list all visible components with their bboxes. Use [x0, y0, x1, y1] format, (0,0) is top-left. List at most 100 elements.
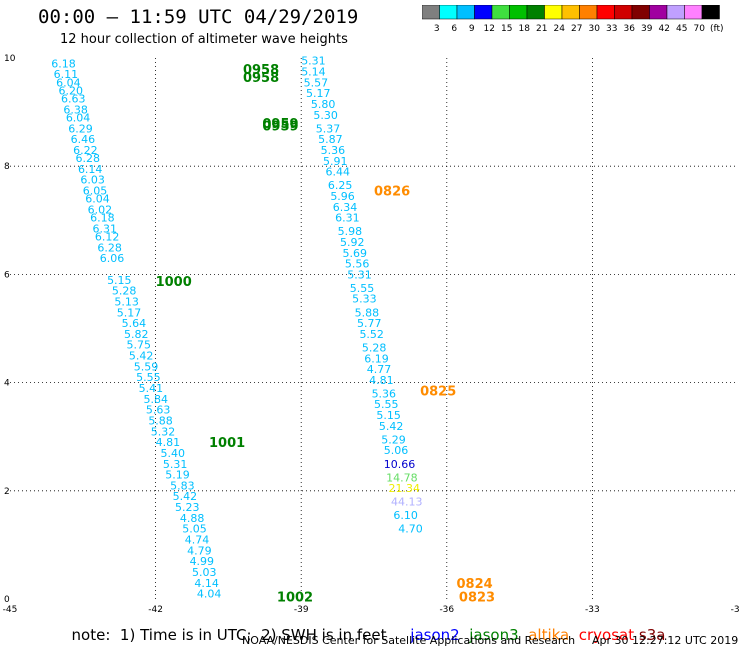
swh-value: 6.18 — [51, 57, 76, 70]
swh-value: 5.13 — [114, 295, 139, 308]
x-tick-label: -42 — [148, 605, 163, 615]
swh-value: 5.40 — [160, 447, 185, 460]
swh-value: 6.06 — [100, 252, 125, 265]
colorbar-label: 70 — [694, 24, 706, 34]
satellite-legend-jason3: jason3 — [459, 626, 519, 644]
swh-value: 6.12 — [95, 231, 120, 244]
swh-value: 5.55 — [374, 398, 399, 411]
swh-value: 5.42 — [129, 350, 154, 363]
colorbar-label: 12 — [484, 24, 495, 34]
colorbar-label: 15 — [501, 24, 512, 34]
colorbar-label: 6 — [451, 24, 457, 34]
swh-value: 4.70 — [398, 523, 423, 536]
swh-value: 5.15 — [107, 274, 132, 287]
y-tick-label: 4 — [4, 379, 10, 389]
swh-value: 6.05 — [83, 185, 108, 198]
swh-value: 44.13 — [391, 496, 423, 509]
colorbar-label: (ft) — [710, 24, 724, 34]
swh-value: 5.17 — [306, 87, 331, 100]
swh-value: 5.69 — [342, 247, 367, 260]
swh-value: 5.33 — [352, 293, 377, 306]
satellite-legend-altika: altika — [518, 626, 570, 644]
swh-value: 5.57 — [304, 76, 329, 89]
pass-time-label: 0959 — [262, 120, 298, 135]
swh-value: 6.22 — [73, 144, 98, 157]
swh-value: 5.42 — [379, 420, 404, 433]
y-tick-label: 0 — [4, 595, 10, 605]
satellite-legend-cryosat: cryosat — [569, 626, 635, 644]
swh-value: 6.63 — [61, 93, 86, 106]
credit-text: NOAA/NESDIS Center for Satellite Applica… — [242, 634, 576, 647]
y-tick-label: 6 — [4, 270, 10, 280]
swh-value: 4.81 — [369, 374, 394, 387]
swh-value: 5.59 — [134, 360, 159, 373]
swh-value: 5.80 — [311, 98, 336, 111]
x-tick-label: -33 — [585, 605, 600, 615]
swh-value: 5.03 — [192, 566, 217, 579]
pass-time-label: 0824 — [457, 577, 493, 592]
colorbar-label: 39 — [641, 24, 653, 34]
pass-time-label: 0823 — [459, 590, 495, 605]
swh-value: 5.84 — [143, 393, 168, 406]
x-tick-label: -39 — [294, 605, 309, 615]
swh-value: 5.64 — [122, 317, 147, 330]
swh-value: 4.14 — [194, 577, 219, 590]
swh-value: 5.15 — [376, 409, 401, 422]
colorbar-label: 9 — [469, 24, 475, 34]
wave-height-colorbar: 3 6 9 12 15 18 21 24 27 30 33 36 39 42 45 70 (ft) — [422, 5, 724, 34]
pass-time-label: 0826 — [374, 185, 410, 200]
swh-value: 5.75 — [126, 339, 151, 352]
swh-value: 4.74 — [185, 533, 210, 546]
swh-value: 6.31 — [335, 212, 360, 225]
colorbar-label: 3 — [434, 24, 440, 34]
swh-value: 6.38 — [63, 103, 88, 116]
colorbar-label: 18 — [519, 24, 531, 34]
swh-value: 4.88 — [180, 512, 205, 525]
pass-time-label: 1002 — [277, 590, 313, 605]
swh-value: 6.20 — [59, 84, 84, 97]
pass-time-label: 0958 — [243, 71, 279, 86]
swh-value: 5.88 — [355, 306, 380, 319]
x-tick-label: -30 — [731, 605, 740, 615]
swh-value: 5.23 — [175, 501, 200, 514]
colorbar-label: 27 — [571, 24, 582, 34]
swh-value: 6.02 — [88, 203, 113, 216]
swh-value: 5.17 — [117, 306, 142, 319]
swh-value: 5.88 — [148, 414, 173, 427]
swh-value: 5.82 — [124, 328, 149, 341]
swh-value: 6.29 — [68, 122, 93, 135]
swh-value: 6.44 — [325, 166, 350, 179]
swh-value: 5.28 — [362, 341, 387, 354]
swh-value: 5.56 — [345, 258, 370, 271]
swh-value: 6.03 — [80, 174, 105, 187]
pass-time-label: 0958 — [243, 63, 279, 78]
swh-value: 5.30 — [313, 109, 338, 122]
colorbar-label: 30 — [589, 24, 601, 34]
colorbar-swatch — [701, 5, 720, 20]
swh-value: 4.81 — [156, 436, 181, 449]
page-title: 00:00 – 11:59 UTC 04/29/2019 — [38, 6, 359, 28]
swh-value: 5.19 — [165, 469, 190, 482]
swh-value: 6.46 — [71, 133, 96, 146]
swh-value: 4.79 — [187, 544, 212, 557]
swh-value: 5.87 — [318, 133, 343, 146]
swh-value: 6.34 — [333, 201, 358, 214]
swh-value: 5.31 — [301, 55, 326, 68]
swh-value: 6.14 — [78, 163, 103, 176]
swh-value: 5.52 — [359, 328, 384, 341]
swh-value: 4.99 — [190, 555, 215, 568]
swh-value: 5.36 — [321, 144, 346, 157]
swh-value: 4.77 — [367, 363, 392, 376]
swh-value: 6.28 — [97, 241, 122, 254]
y-tick-label: 2 — [4, 487, 10, 497]
swh-value: 5.42 — [173, 490, 198, 503]
swh-value: 21.34 — [389, 482, 421, 495]
swh-value: 5.29 — [381, 433, 406, 446]
swh-value: 5.83 — [170, 479, 195, 492]
satellite-legend-jason2: jason2 — [386, 626, 460, 644]
generated-date: Apr 30 12:27:12 UTC 2019 — [592, 634, 739, 647]
swh-value: 5.14 — [301, 66, 326, 79]
swh-value: 10.66 — [384, 458, 416, 471]
swh-value: 6.04 — [66, 112, 91, 125]
swh-value: 5.91 — [323, 155, 348, 168]
